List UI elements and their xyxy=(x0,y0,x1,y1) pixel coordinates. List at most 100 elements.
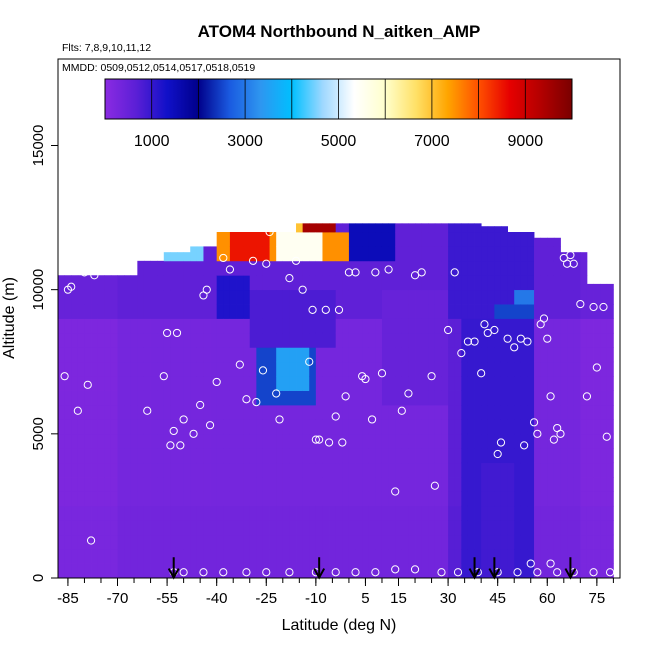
heatmap-cell xyxy=(262,491,270,507)
sample-point xyxy=(344,268,354,277)
heatmap-cell xyxy=(428,246,436,262)
heatmap-cell xyxy=(137,332,145,348)
heatmap-cell xyxy=(137,260,145,276)
heatmap-cell xyxy=(441,520,449,536)
heatmap-cell xyxy=(527,419,535,435)
heatmap-cell xyxy=(335,491,343,507)
heatmap-cell xyxy=(567,448,575,464)
heatmap-cell xyxy=(375,520,383,536)
heatmap-cell xyxy=(395,347,403,363)
heatmap-cell xyxy=(190,448,198,464)
heatmap-cell xyxy=(507,433,515,449)
heatmap-cell xyxy=(395,462,403,478)
heatmap-cell xyxy=(203,361,211,377)
heatmap-cell xyxy=(593,448,601,464)
heatmap-cell xyxy=(236,491,244,507)
heatmap-cell xyxy=(434,448,442,464)
heatmap-cell xyxy=(117,318,125,334)
heatmap-cell xyxy=(362,491,370,507)
heatmap-cell xyxy=(216,549,224,564)
heatmap-cell xyxy=(342,462,350,478)
heatmap-cell xyxy=(520,376,528,391)
heatmap-cell xyxy=(296,505,304,521)
heatmap-cell xyxy=(223,347,231,363)
heatmap-cell xyxy=(256,246,264,262)
heatmap-cell xyxy=(362,376,370,391)
sample-point xyxy=(90,271,99,280)
heatmap-cell xyxy=(514,376,522,391)
heatmap-cell xyxy=(368,289,376,305)
sample-point xyxy=(225,265,235,274)
heatmap-cell xyxy=(110,361,118,377)
heatmap-cell xyxy=(368,332,376,348)
heatmap-cell xyxy=(97,505,105,521)
heatmap-cell xyxy=(494,390,502,406)
heatmap-cell xyxy=(395,275,403,291)
heatmap-cell xyxy=(223,246,231,262)
heatmap-cell xyxy=(203,347,211,363)
heatmap-cell xyxy=(415,462,423,478)
heatmap-cell xyxy=(296,405,304,420)
heatmap-cell xyxy=(527,534,535,550)
heatmap-cell xyxy=(348,304,356,319)
heatmap-cell xyxy=(223,462,231,478)
heatmap-cell xyxy=(586,505,594,521)
y-tick-label: 0 xyxy=(30,574,47,582)
heatmap-cell xyxy=(388,318,396,334)
heatmap-cell xyxy=(97,448,105,464)
heatmap-cell xyxy=(381,318,389,334)
heatmap-cell xyxy=(302,318,310,334)
heatmap-cell xyxy=(64,477,72,492)
heatmap-cell xyxy=(289,304,297,319)
heatmap-cell xyxy=(593,534,601,550)
heatmap-cell xyxy=(441,477,449,492)
heatmap-cell xyxy=(315,491,323,507)
heatmap-cell xyxy=(553,419,561,435)
x-tick-label: 30 xyxy=(440,590,457,607)
heatmap-cell xyxy=(362,275,370,291)
sample-point xyxy=(410,565,420,574)
heatmap-cell xyxy=(355,232,363,247)
heatmap-cell xyxy=(560,390,568,406)
sample-point xyxy=(262,259,271,268)
heatmap-cell xyxy=(256,390,264,406)
colorbar-tick-labels: 1000 3000 5000 7000 9000 xyxy=(134,133,543,150)
heatmap-cell xyxy=(269,332,277,348)
heatmap-cell xyxy=(249,448,257,464)
heatmap-cell xyxy=(203,534,211,550)
heatmap-cell xyxy=(401,505,409,521)
heatmap-cell xyxy=(309,318,317,334)
heatmap-cell xyxy=(448,462,456,478)
heatmap-cell xyxy=(534,534,542,550)
heatmap-cell xyxy=(104,390,112,406)
heatmap-cell xyxy=(315,462,323,478)
heatmap-cell xyxy=(110,347,118,363)
heatmap-cell xyxy=(203,491,211,507)
heatmap-cell xyxy=(500,318,508,334)
heatmap-cell xyxy=(296,477,304,492)
heatmap-cell xyxy=(216,332,224,348)
heatmap-cell xyxy=(448,246,456,262)
heatmap-cell xyxy=(84,462,92,478)
heatmap-cell xyxy=(534,549,542,564)
heatmap-cell xyxy=(243,477,251,492)
heatmap-cell xyxy=(223,390,231,406)
heatmap-cell xyxy=(540,275,548,291)
heatmap-cell xyxy=(236,520,244,536)
heatmap-cell xyxy=(500,491,508,507)
heatmap-cell xyxy=(282,347,290,363)
heatmap-cell xyxy=(243,563,251,579)
heatmap-cell xyxy=(71,361,79,377)
y-tick-label: 15000 xyxy=(30,125,47,167)
heatmap-cell xyxy=(183,505,191,521)
heatmap-cell xyxy=(474,448,482,464)
heatmap-cell xyxy=(586,419,594,435)
heatmap-cell xyxy=(481,289,489,305)
heatmap-cell xyxy=(573,289,581,305)
heatmap-cell xyxy=(269,491,277,507)
heatmap-cell xyxy=(573,275,581,291)
heatmap-cell xyxy=(540,405,548,420)
heatmap-cell xyxy=(421,491,429,507)
heatmap-cell xyxy=(315,520,323,536)
heatmap-cell xyxy=(494,419,502,435)
